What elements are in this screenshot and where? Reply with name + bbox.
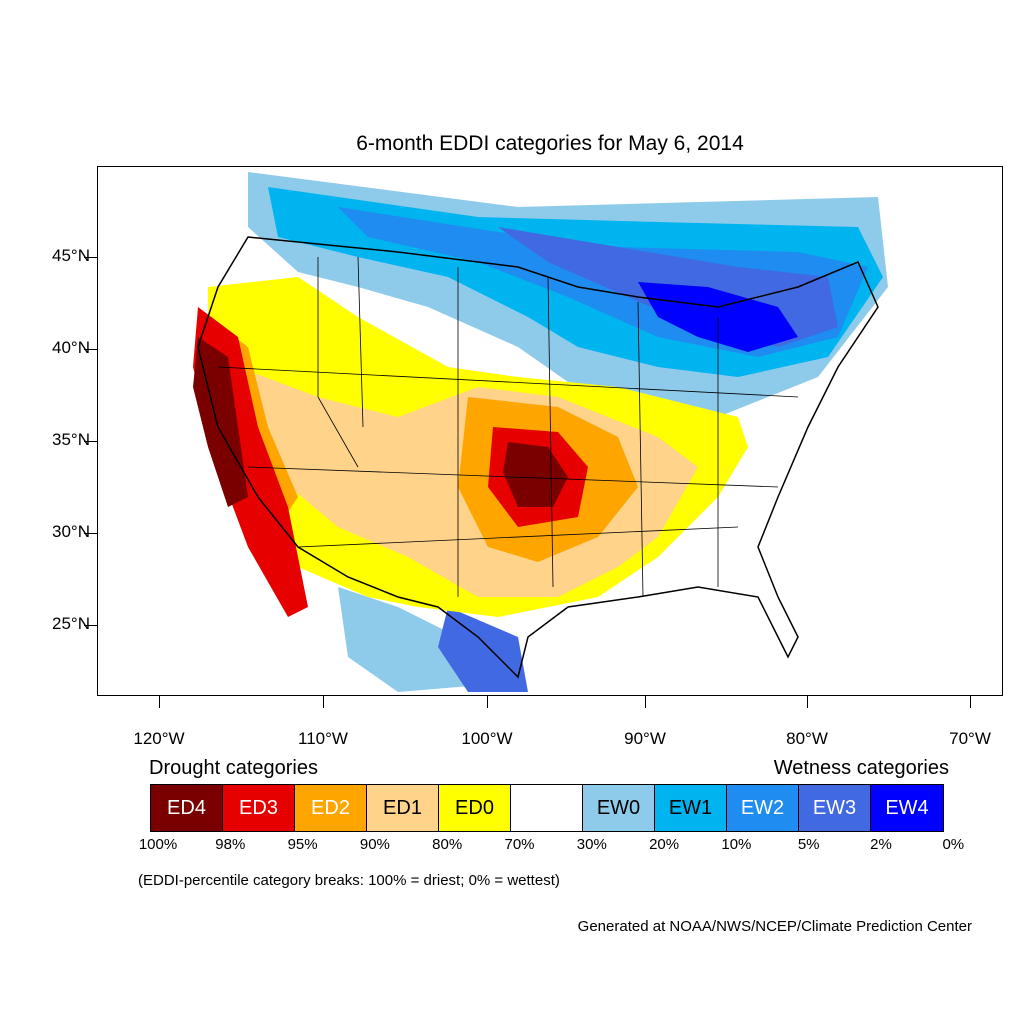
- lon-label-90: 90°W: [624, 729, 666, 748]
- break-label: 80%: [432, 836, 463, 853]
- lat-label-35: 35°N: [52, 430, 90, 449]
- legend-box-ew2: EW2: [727, 785, 799, 831]
- break-label: 98%: [215, 836, 246, 853]
- lat-tick-25: [84, 625, 97, 626]
- lat-label-25: 25°N: [52, 614, 90, 633]
- credit-line: Generated at NOAA/NWS/NCEP/Climate Predi…: [577, 918, 972, 935]
- break-label: 95%: [287, 836, 318, 853]
- lon-tick-90: [645, 696, 646, 708]
- lon-tick-70: [970, 696, 971, 708]
- break-label: 20%: [649, 836, 680, 853]
- wetness-categories-heading: Wetness categories: [773, 757, 949, 779]
- lon-tick-120: [159, 696, 160, 708]
- lon-tick-80: [807, 696, 808, 708]
- eddi-map-canvas: [193, 172, 888, 692]
- lon-label-80: 80°W: [786, 729, 828, 748]
- legend-box-ew0: EW0: [583, 785, 655, 831]
- legend-box-ew1: EW1: [655, 785, 727, 831]
- lon-label-110: 110°W: [298, 729, 348, 748]
- state-borders: [217, 256, 799, 598]
- category-note: (EDDI-percentile category breaks: 100% =…: [138, 872, 560, 889]
- lon-tick-100: [487, 696, 488, 708]
- category-legend: ED4 ED3 ED2 ED1 ED0 EW0 EW1 EW2 EW3 EW4: [150, 784, 944, 832]
- drought-categories-heading: Drought categories: [149, 757, 318, 779]
- conus-outline: [197, 236, 879, 679]
- lon-label-70: 70°W: [949, 729, 991, 748]
- break-label: 5%: [797, 836, 820, 853]
- legend-box-ew4: EW4: [871, 785, 943, 831]
- break-label: 10%: [721, 836, 752, 853]
- lat-label-45: 45°N: [52, 246, 90, 265]
- break-label: 30%: [576, 836, 607, 853]
- legend-box-neutral: [511, 785, 583, 831]
- lat-tick-35: [84, 441, 97, 442]
- legend-box-ed0: ED0: [439, 785, 511, 831]
- break-label: 2%: [870, 836, 892, 853]
- lat-tick-30: [84, 533, 97, 534]
- break-label: 70%: [504, 836, 535, 853]
- legend-box-ed1: ED1: [367, 785, 439, 831]
- break-label: 90%: [359, 836, 390, 853]
- eddi-map: [97, 166, 1003, 696]
- legend-box-ed2: ED2: [295, 785, 367, 831]
- map-title: 6-month EDDI categories for May 6, 2014: [356, 132, 744, 155]
- lon-label-120: 120°W: [133, 729, 185, 748]
- legend-box-ed3: ED3: [223, 785, 295, 831]
- lon-label-100: 100°W: [461, 729, 513, 748]
- lon-tick-110: [323, 696, 324, 708]
- lat-label-40: 40°N: [52, 338, 90, 357]
- lat-tick-45: [84, 257, 97, 258]
- break-label: 100%: [138, 836, 178, 853]
- break-label: 0%: [942, 836, 965, 853]
- legend-box-ew3: EW3: [799, 785, 871, 831]
- lat-label-30: 30°N: [52, 522, 90, 541]
- ed4-region: [193, 337, 568, 507]
- ew2-region-south: [438, 607, 528, 692]
- lat-tick-40: [84, 349, 97, 350]
- legend-box-ed4: ED4: [151, 785, 223, 831]
